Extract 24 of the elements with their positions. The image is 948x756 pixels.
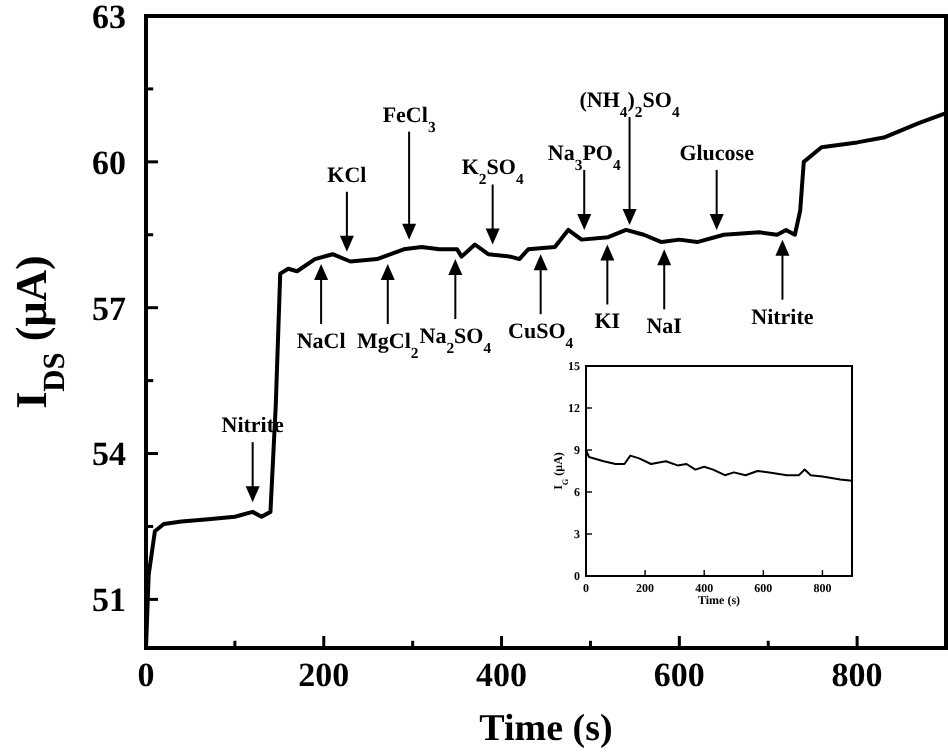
y-tick-label: 54 (92, 435, 127, 474)
annotation: FeCl$_{3}$ (382, 103, 436, 135)
annotation: MgCl$_{2}$ (357, 329, 419, 361)
y-tick-label: 51 (92, 581, 126, 620)
y-tick-label: 63 (92, 0, 126, 36)
x-tick-label: 800 (831, 656, 883, 694)
annotation: K$_{2}$SO$_{4}$ (461, 156, 524, 188)
annotation: CuSO$_{4}$ (508, 320, 574, 352)
annotation: KI (594, 310, 621, 335)
annotation: Nitrite (751, 305, 814, 330)
annotation: Na$_{2}$SO$_{4}$ (419, 325, 492, 357)
x-tick-label: 0 (137, 656, 155, 694)
x-tick-label: 600 (653, 656, 705, 694)
annotation: NaCl (296, 329, 346, 354)
x-axis-title: Time (s) (479, 708, 613, 750)
y-tick-label: 60 (92, 143, 126, 182)
annotation: (NH$_{4}$)$_{2}$SO$_{4}$ (579, 89, 680, 121)
annotation: NaI (646, 315, 682, 340)
x-tick-label: 400 (476, 656, 528, 694)
x-tick-label: 200 (298, 656, 350, 694)
annotation: Na$_{3}$PO$_{4}$ (547, 141, 621, 173)
annotation: Glucose (679, 141, 755, 166)
y-tick-label: 57 (92, 289, 127, 328)
annotation: KCl (327, 163, 367, 188)
